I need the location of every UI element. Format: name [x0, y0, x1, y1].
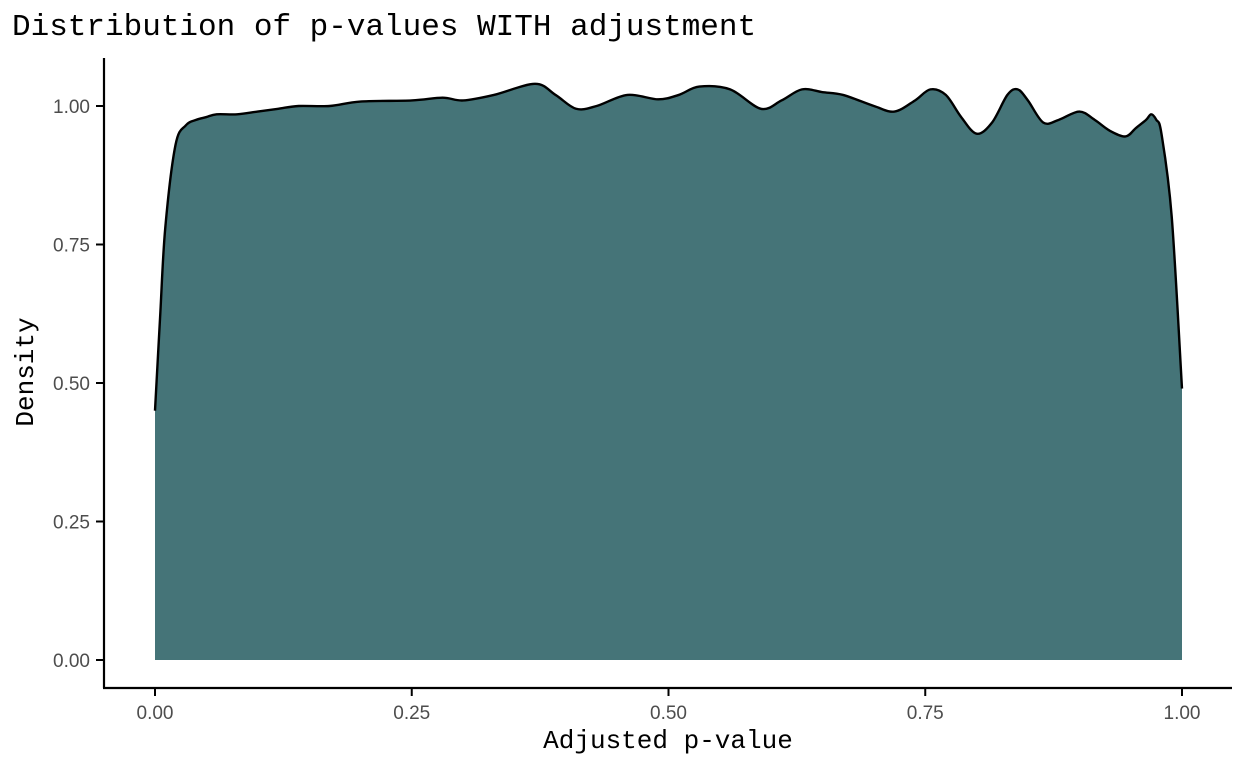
x-tick-label: 0.00: [137, 703, 174, 724]
y-tick-label: 1.00: [53, 97, 90, 118]
x-axis-ticks: 0.00 0.25 0.50 0.75 1.00: [137, 688, 1201, 724]
y-tick-label: 0.00: [53, 651, 90, 672]
plot-area: [153, 82, 1184, 661]
y-tick-label: 0.25: [53, 513, 90, 534]
density-curve: [153, 82, 1184, 411]
y-tick-label: 0.75: [53, 236, 90, 257]
x-tick-label: 0.50: [650, 703, 687, 724]
x-axis-title: Adjusted p-value: [543, 726, 793, 756]
x-tick-label: 0.75: [907, 703, 944, 724]
x-tick-label: 0.25: [393, 703, 430, 724]
y-axis-ticks: 0.00 0.25 0.50 0.75 1.00: [53, 97, 104, 672]
density-area: [155, 83, 1182, 661]
y-axis-title: Density: [11, 317, 41, 426]
x-tick-label: 1.00: [1164, 703, 1201, 724]
chart-title: Distribution of p-values WITH adjustment: [12, 10, 756, 45]
y-tick-label: 0.50: [53, 374, 90, 395]
